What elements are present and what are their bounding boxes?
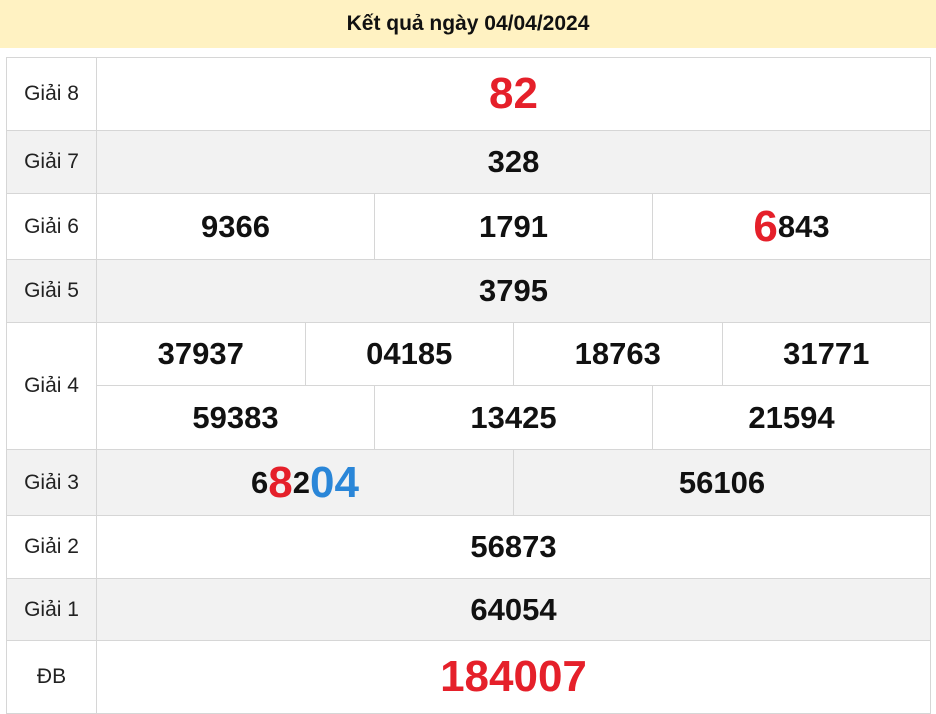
prize-number: 3795: [96, 259, 931, 323]
prize-row-2: Giải 2 56873: [6, 515, 931, 579]
prize-row-5: Giải 5 3795: [6, 259, 931, 323]
prize-number: 6 8 2 04: [251, 457, 359, 507]
prize-number: 64054: [96, 578, 931, 641]
prize-row-4: Giải 4 37937 04185 18763 31771: [6, 322, 931, 450]
prize-number: 1791: [374, 194, 652, 259]
prize-number: 13425: [374, 386, 652, 449]
prize-number: 59383: [192, 399, 279, 435]
prize-row-1: Giải 1 64054: [6, 578, 931, 641]
prize-number: 82: [96, 57, 931, 131]
prize-row-4b: 59383 13425 21594: [7, 385, 931, 450]
prize-label: Giải 6: [6, 193, 97, 260]
prize-number: 9366: [201, 208, 270, 244]
prize-number: 21594: [652, 386, 930, 449]
prize-number: 18763: [513, 323, 722, 385]
prize-number: 328: [96, 130, 931, 194]
prize-label: Giải 3: [6, 449, 97, 516]
prize-label: Giải 8: [6, 57, 97, 131]
special-prize-number: 184007: [96, 640, 931, 714]
prize-number: 04185: [304, 323, 514, 385]
prize-label: ĐB: [6, 640, 97, 714]
prize-number: 31771: [721, 323, 931, 385]
prize-label: Giải 2: [6, 515, 97, 579]
prize-number: 56106: [513, 450, 930, 515]
prize-row-6: Giải 6 9366 1791 6 843: [6, 193, 931, 260]
prize-row-7: Giải 7 328: [6, 130, 931, 194]
prize-label: Giải 4: [6, 322, 97, 450]
prize-label: Giải 5: [6, 259, 97, 323]
prize-row-3: Giải 3 6 8 2 04 56106: [6, 449, 931, 516]
prize-label: Giải 7: [6, 130, 97, 194]
prize-label: Giải 1: [6, 578, 97, 641]
prize-number: 6 843: [652, 194, 930, 259]
results-date-header: Kết quả ngày 04/04/2024: [0, 0, 936, 48]
prize-number: 37937: [157, 336, 244, 371]
prize-row-special: ĐB 184007: [6, 640, 931, 714]
prize-number: 56873: [96, 515, 931, 579]
prize-row-8: Giải 8 82: [6, 57, 931, 131]
